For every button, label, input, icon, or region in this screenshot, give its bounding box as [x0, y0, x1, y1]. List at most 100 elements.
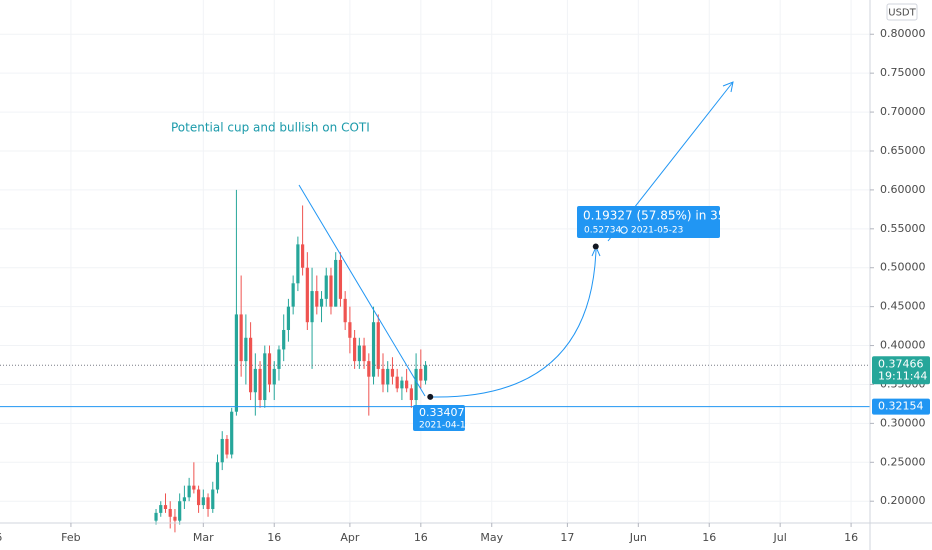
candle-body — [296, 244, 300, 284]
candle-body — [272, 368, 276, 385]
point-date: 2021-05-23 — [631, 226, 683, 236]
y-tick-label: 0.25000 — [880, 455, 926, 468]
candle-body — [310, 291, 314, 323]
clock-icon — [620, 226, 628, 234]
currency-box[interactable] — [886, 3, 918, 21]
candle-body — [334, 259, 338, 307]
candle-body — [244, 337, 248, 362]
candle-body — [192, 485, 196, 490]
candle-body — [371, 322, 376, 377]
point-date: 2021-04-18 — [419, 421, 472, 431]
candle-body — [409, 388, 413, 401]
candle-body — [173, 516, 177, 521]
candle-body — [282, 329, 286, 350]
candle-body — [163, 505, 168, 509]
candle-body — [381, 368, 385, 385]
y-tick-label: 0.55000 — [880, 222, 926, 235]
candle-body — [386, 368, 390, 385]
x-tick-label: Apr — [340, 531, 360, 544]
candle-body — [315, 291, 319, 307]
y-tick-label: 0.75000 — [880, 66, 926, 79]
candle-body — [225, 438, 229, 455]
candle-body — [301, 244, 305, 268]
x-tick-label: Jul — [773, 531, 787, 544]
x-tick-label: Jun — [629, 531, 647, 544]
y-tick-label: 0.30000 — [880, 416, 926, 429]
candle-body — [239, 314, 243, 362]
candle-body — [258, 368, 262, 401]
countdown-label: 19:11:44 — [878, 369, 927, 382]
y-tick-label: 0.50000 — [880, 261, 926, 274]
candle-body — [357, 345, 361, 362]
candle-body — [159, 505, 163, 513]
candle-body — [154, 512, 158, 521]
candle-body — [168, 508, 172, 517]
point-value: 0.33407 — [419, 406, 465, 419]
y-tick-label: 0.60000 — [880, 183, 926, 196]
y-tick-label: 0.45000 — [880, 300, 926, 313]
candle-body — [182, 497, 187, 502]
candle-body — [215, 462, 220, 490]
candle-body — [343, 298, 347, 323]
candle-body — [277, 349, 281, 369]
candle-body — [305, 267, 309, 323]
x-tick-label: 16 — [267, 531, 281, 544]
grid — [0, 0, 870, 523]
candle-body — [423, 365, 428, 381]
x-tick-label: 16 — [702, 531, 716, 544]
candle-body — [220, 438, 224, 463]
x-tick-label: 16 — [0, 531, 2, 544]
x-tick-label: Mar — [193, 531, 214, 544]
x-tick-label: Feb — [61, 531, 80, 544]
candle-body — [253, 368, 257, 393]
x-tick-label: 16 — [844, 531, 858, 544]
candle-body — [263, 353, 267, 401]
x-tick-label: 17 — [560, 531, 574, 544]
candle-body — [324, 275, 328, 299]
candle-body — [234, 314, 239, 412]
candle-body — [338, 259, 343, 299]
candle-body — [211, 489, 215, 509]
candle-body — [286, 306, 291, 330]
candle-body — [178, 501, 182, 521]
point-value: 0.52734 — [584, 226, 621, 236]
anchor-point — [592, 243, 599, 250]
candle-body — [414, 368, 418, 401]
y-tick-label: 0.20000 — [880, 494, 926, 507]
candle-body — [353, 337, 357, 362]
candle-body — [419, 368, 423, 381]
candle-body — [367, 361, 371, 377]
y-tick-label: 0.80000 — [880, 27, 926, 40]
candle-body — [405, 380, 409, 389]
measure-box — [577, 206, 720, 238]
candle-body — [187, 485, 191, 498]
candle-body — [390, 368, 395, 377]
axes: 0.200000.250000.300000.350000.400000.450… — [0, 27, 930, 544]
annotation: Potential cup and bullish on COTI — [171, 121, 370, 135]
candle-body — [196, 489, 201, 506]
anchor-point — [427, 393, 434, 400]
candle-body — [291, 283, 295, 307]
trend-line — [298, 184, 426, 397]
candle-body — [362, 345, 366, 362]
candle-body — [376, 322, 380, 369]
candle-body — [248, 337, 253, 393]
start-box — [413, 405, 465, 431]
x-tick-label: May — [480, 531, 503, 544]
candle-body — [395, 376, 399, 389]
candle-body — [348, 322, 352, 338]
plot — [0, 189, 870, 533]
x-tick-label: 16 — [414, 531, 428, 544]
candle-body — [267, 353, 272, 385]
candle-body — [206, 497, 210, 509]
candle-body — [400, 380, 404, 389]
candle-body — [319, 298, 324, 307]
arrow-head — [722, 81, 734, 93]
last-price-box — [872, 356, 930, 385]
measure-label: 0.19327 (57.85%) in 35d — [583, 209, 733, 223]
y-tick-label: 0.70000 — [880, 105, 926, 118]
support-label: 0.32154 — [878, 400, 924, 413]
